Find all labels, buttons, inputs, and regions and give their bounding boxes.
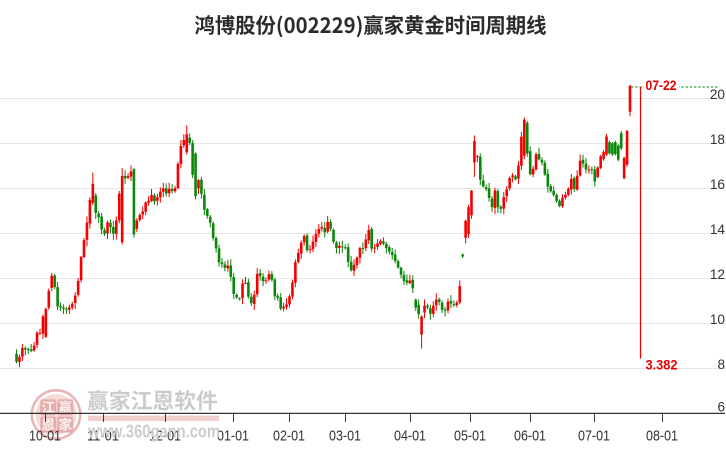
svg-text:18: 18 xyxy=(710,132,725,147)
svg-text:02-01: 02-01 xyxy=(273,428,305,445)
svg-text:08-01: 08-01 xyxy=(646,428,678,445)
svg-text:01-01: 01-01 xyxy=(217,428,249,445)
svg-text:10-01: 10-01 xyxy=(29,428,61,445)
svg-text:03-01: 03-01 xyxy=(329,428,361,445)
svg-text:20: 20 xyxy=(710,87,726,102)
svg-text:07-22: 07-22 xyxy=(646,78,677,93)
svg-text:04-01: 04-01 xyxy=(394,428,426,445)
svg-text:05-01: 05-01 xyxy=(454,428,486,445)
svg-text:16: 16 xyxy=(710,177,725,192)
svg-text:12-01: 12-01 xyxy=(149,428,181,445)
svg-text:06-01: 06-01 xyxy=(514,428,546,445)
svg-text:14: 14 xyxy=(710,222,726,237)
svg-text:07-01: 07-01 xyxy=(578,428,610,445)
svg-text:10: 10 xyxy=(710,312,726,327)
svg-text:www.360gann.com: www.360gann.com xyxy=(87,422,220,442)
svg-text:8: 8 xyxy=(717,357,725,372)
svg-text:3.382: 3.382 xyxy=(646,358,678,373)
svg-text:11-01: 11-01 xyxy=(87,428,119,445)
svg-text:12: 12 xyxy=(710,267,725,282)
svg-text:6: 6 xyxy=(717,399,725,414)
